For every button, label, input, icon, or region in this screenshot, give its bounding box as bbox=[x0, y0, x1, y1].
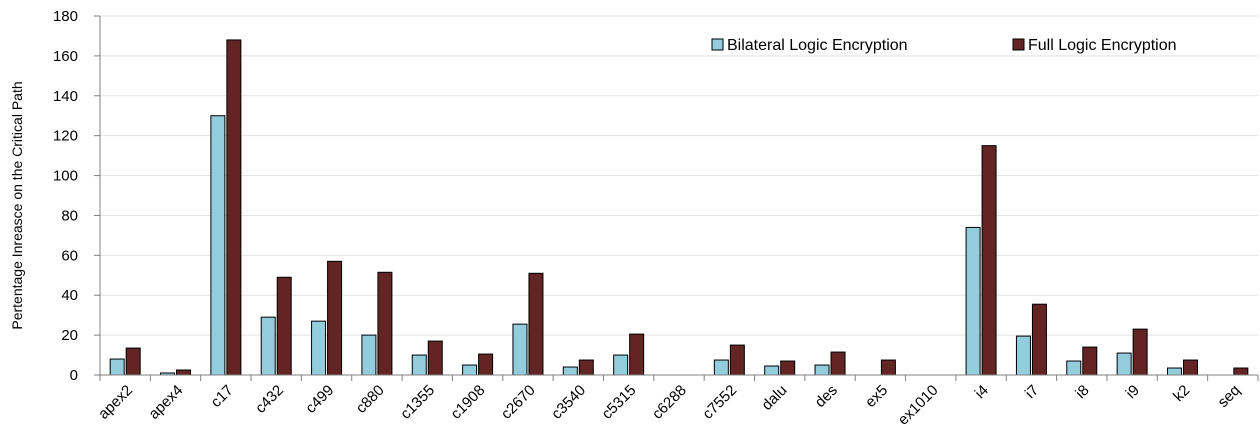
bar-bilateral-c1908 bbox=[462, 364, 478, 376]
x-tick-label: i7 bbox=[1022, 382, 1042, 402]
x-tick-label: i8 bbox=[1072, 382, 1092, 402]
bar-full-c5315 bbox=[629, 333, 645, 376]
bar-full-c1908 bbox=[478, 353, 494, 376]
bar-bilateral-c2670 bbox=[512, 323, 528, 376]
x-tick-label: i9 bbox=[1123, 382, 1143, 402]
y-tick-label: 140 bbox=[53, 88, 78, 105]
bar-bilateral-i8 bbox=[1066, 360, 1082, 376]
x-tick-labels: apex2 apex4 c17 c432 c499 c880 c1355 c1908 c2670… bbox=[95, 382, 1244, 429]
y-axis-title: Pertentage Inreasce on the Critical Path bbox=[9, 81, 25, 329]
x-tick-label: c3540 bbox=[548, 382, 589, 423]
bar-full-seq bbox=[1233, 367, 1249, 376]
bar-full-c880 bbox=[377, 271, 393, 376]
bar-full-i4 bbox=[981, 145, 997, 376]
bar-full-c3540 bbox=[578, 359, 594, 376]
bars bbox=[109, 39, 1249, 376]
y-tick-label: 160 bbox=[53, 48, 78, 65]
y-tick-label: 100 bbox=[53, 168, 78, 185]
x-tick-label: apex2 bbox=[95, 382, 136, 423]
bar-bilateral-apex2 bbox=[109, 358, 125, 376]
bar-full-c7552 bbox=[729, 344, 745, 376]
x-tick-label: c2670 bbox=[498, 382, 539, 423]
x-tick-label: c6288 bbox=[649, 382, 690, 423]
legend-label-bilateral: Bilateral Logic Encryption bbox=[727, 37, 908, 54]
bar-full-i8 bbox=[1082, 346, 1098, 376]
bar-bilateral-i4 bbox=[965, 226, 981, 376]
x-tick-label: ex1010 bbox=[895, 382, 942, 429]
bar-full-c2670 bbox=[528, 272, 544, 376]
x-tick-label: dalu bbox=[758, 382, 790, 414]
gridlines bbox=[100, 15, 1258, 336]
x-tick-label: ex5 bbox=[862, 382, 891, 411]
y-tick-label: 40 bbox=[61, 287, 78, 304]
x-tick-label: k2 bbox=[1170, 382, 1193, 405]
y-tick-labels: 0 20 40 60 80 100 120 140 160 180 bbox=[53, 8, 78, 384]
bar-full-apex2 bbox=[125, 347, 141, 376]
bar-bilateral-c1355 bbox=[411, 354, 427, 376]
bar-bilateral-i7 bbox=[1015, 335, 1031, 376]
bar-full-c432 bbox=[276, 276, 292, 376]
bar-bilateral-c3540 bbox=[562, 366, 578, 376]
y-tick-label: 80 bbox=[61, 207, 78, 224]
x-tick-label: c5315 bbox=[599, 382, 640, 423]
x-tick-label: c499 bbox=[302, 382, 337, 417]
bar-bilateral-c7552 bbox=[713, 359, 729, 376]
legend-label-full: Full Logic Encryption bbox=[1028, 37, 1177, 54]
bar-full-ex5 bbox=[880, 359, 896, 376]
bar-full-i7 bbox=[1031, 303, 1047, 376]
bar-full-dalu bbox=[780, 360, 796, 376]
y-tick-label: 180 bbox=[53, 8, 78, 25]
x-tick-label: c1355 bbox=[397, 382, 438, 423]
legend: Bilateral Logic Encryption Full Logic Enc… bbox=[711, 37, 1177, 54]
bar-full-i9 bbox=[1132, 328, 1148, 376]
y-tick-label: 20 bbox=[61, 327, 78, 344]
bar-bilateral-dalu bbox=[764, 365, 780, 376]
x-tick-label: i4 bbox=[972, 382, 992, 402]
bar-bilateral-c880 bbox=[361, 334, 377, 376]
bar-bilateral-c499 bbox=[311, 320, 327, 376]
y-tick-label: 120 bbox=[53, 128, 78, 145]
bar-bilateral-i9 bbox=[1116, 352, 1132, 376]
legend-swatch-bilateral bbox=[711, 38, 724, 51]
bar-bilateral-k2 bbox=[1166, 367, 1182, 376]
y-tick-label: 0 bbox=[70, 367, 78, 384]
x-tick-label: des bbox=[812, 382, 841, 411]
bar-full-c1355 bbox=[427, 340, 443, 376]
x-tick-label: apex4 bbox=[145, 382, 186, 423]
bar-full-des bbox=[830, 351, 846, 376]
x-tick-label: c17 bbox=[208, 382, 237, 411]
bar-full-k2 bbox=[1182, 359, 1198, 376]
bar-full-apex4 bbox=[176, 369, 192, 376]
bar-bilateral-c5315 bbox=[613, 354, 629, 376]
legend-swatch-full bbox=[1012, 38, 1025, 51]
y-tick-label: 60 bbox=[61, 247, 78, 264]
bar-bilateral-c432 bbox=[260, 316, 276, 376]
x-tick-label: seq bbox=[1215, 382, 1244, 411]
x-tick-label: c1908 bbox=[448, 382, 489, 423]
axes bbox=[94, 15, 1259, 381]
bar-bilateral-c17 bbox=[210, 115, 226, 376]
bar-full-c17 bbox=[226, 39, 242, 376]
bar-bilateral-des bbox=[814, 364, 830, 376]
x-tick-label: c7552 bbox=[699, 382, 740, 423]
bar-full-c499 bbox=[327, 260, 343, 376]
x-tick-label: c880 bbox=[353, 382, 388, 417]
x-tick-label: c432 bbox=[252, 382, 287, 417]
